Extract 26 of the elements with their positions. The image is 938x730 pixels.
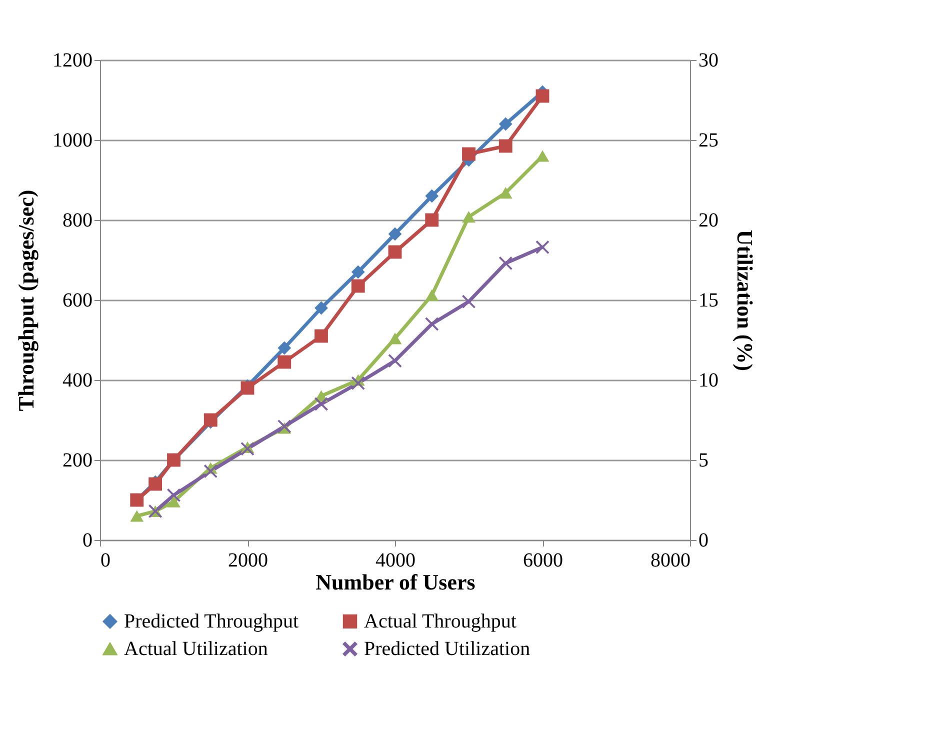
y2-tick-label: 25 xyxy=(698,130,718,152)
y-tick-label: 800 xyxy=(62,210,92,232)
y-tick-label: 200 xyxy=(62,450,92,472)
x-tick-label: 4000 xyxy=(376,550,416,572)
legend-label: Actual Throughput xyxy=(364,610,517,632)
y-tick-label: 0 xyxy=(82,530,92,552)
legend-label: Predicted Utilization xyxy=(364,638,530,660)
x-tick-label: 6000 xyxy=(523,550,563,572)
y2-tick-label: 20 xyxy=(698,210,718,232)
y2-axis-title: Utilization (%) xyxy=(732,230,758,372)
y2-tick-label: 15 xyxy=(698,290,718,312)
y2-tick-label: 30 xyxy=(698,50,718,72)
x-axis-title: Number of Users xyxy=(316,570,476,594)
y2-tick-label: 10 xyxy=(698,370,718,392)
y-axis-title: Throughput (pages/sec) xyxy=(14,190,38,412)
y2-tick-label: 0 xyxy=(698,530,708,552)
legend-label: Actual Utilization xyxy=(124,638,268,660)
legend-label: Predicted Throughput xyxy=(124,610,300,632)
y-tick-label: 400 xyxy=(62,370,92,392)
y-tick-label: 1000 xyxy=(52,130,92,152)
x-tick-label: 8000 xyxy=(650,550,690,572)
y-tick-label: 600 xyxy=(62,290,92,312)
y-tick-label: 1200 xyxy=(52,50,92,72)
y2-tick-label: 5 xyxy=(698,450,708,472)
x-tick-label: 2000 xyxy=(228,550,268,572)
x-tick-label: 0 xyxy=(100,550,110,572)
